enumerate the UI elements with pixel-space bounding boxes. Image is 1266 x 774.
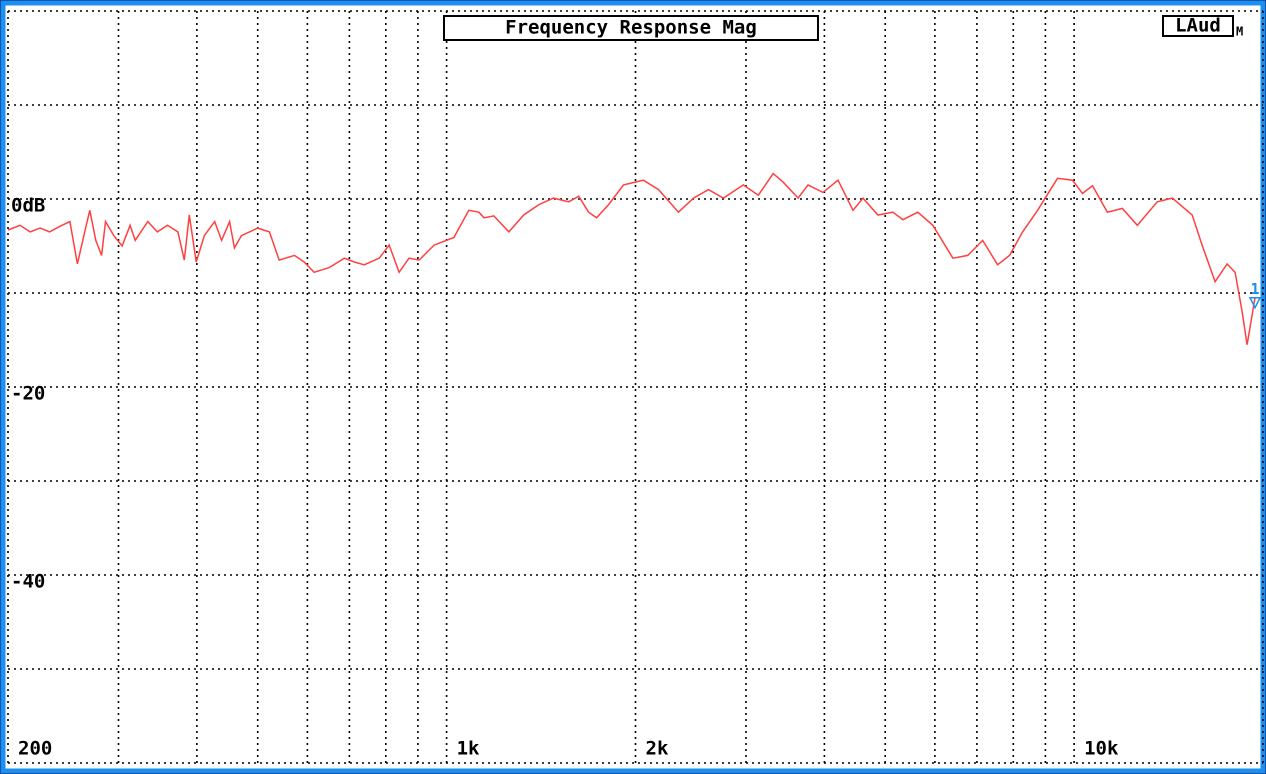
x-tick-label: 10k [1084, 738, 1119, 760]
x-tick-label: 200 [18, 738, 52, 760]
title-box [443, 15, 819, 41]
x-tick-label: 1k [457, 738, 480, 760]
marker-label: 1 [1251, 280, 1260, 298]
x-tick-label: 2k [646, 738, 669, 760]
chart-title: Frequency Response Mag [505, 17, 757, 39]
traces [7, 172, 1256, 345]
y-tick-label: 0dB [11, 195, 45, 217]
badge-sub: M [1236, 25, 1243, 39]
y-tick-label: -20 [11, 383, 45, 405]
badge-box [1162, 15, 1234, 37]
grid [7, 10, 1264, 764]
y-tick-label: -40 [11, 571, 45, 593]
marker [1248, 296, 1262, 310]
badge: LAud [1175, 15, 1221, 37]
line [7, 172, 1256, 345]
